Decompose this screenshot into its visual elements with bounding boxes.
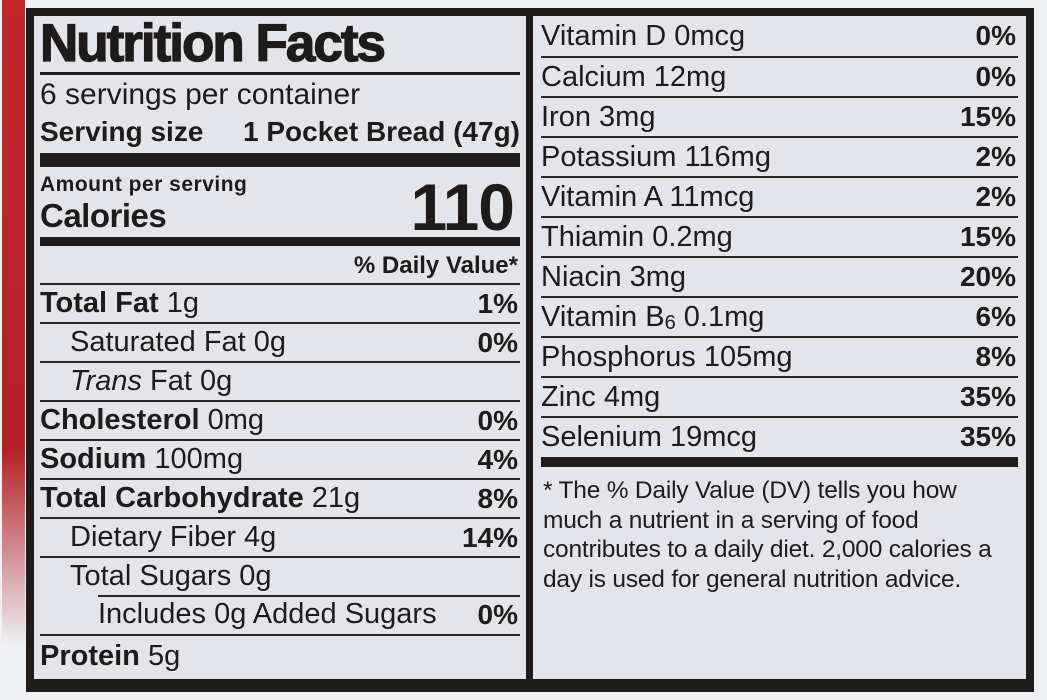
nutrient-row-saturated-fat: Saturated Fat 0g 0% xyxy=(40,322,520,361)
vitamin-row-phosphorus: Phosphorus 105mg 8% xyxy=(541,336,1018,376)
nutrient-name: Includes 0g Added Sugars xyxy=(98,598,437,630)
vitamin-row-zinc: Zinc 4mg 35% xyxy=(541,376,1018,416)
medium-divider-bar xyxy=(40,237,520,246)
nutrient-pct: 8% xyxy=(477,482,518,514)
nutrient-name: Total Fat 1g xyxy=(40,287,200,319)
nutrient-row-total-sugars: Total Sugars 0g xyxy=(40,556,520,595)
nutrient-row-trans-fat: Trans Fat 0g xyxy=(40,361,520,400)
calories-labels: Amount per serving Calories xyxy=(40,173,247,235)
vitamin-pct: 6% xyxy=(975,301,1016,332)
nutrient-pct: 0% xyxy=(477,404,518,436)
nutrient-name: Total Carbohydrate 21g xyxy=(40,482,361,514)
vitamin-name: Selenium 19mcg xyxy=(541,420,757,453)
nutrient-row-cholesterol: Cholesterol 0mg 0% xyxy=(40,400,520,439)
daily-value-header: % Daily Value* xyxy=(353,252,518,279)
vitamin-name: Thiamin 0.2mg xyxy=(541,220,733,253)
serving-size-value: 1 Pocket Bread (47g) xyxy=(243,116,520,147)
nutrient-row-added-sugars: Includes 0g Added Sugars 0% xyxy=(40,595,520,634)
nutrient-name: Sodium 100mg xyxy=(40,443,244,475)
vitamin-row-thiamin: Thiamin 0.2mg 15% xyxy=(541,216,1018,256)
nutrient-pct: 0% xyxy=(477,326,518,358)
vitamin-name: Zinc 4mg xyxy=(541,380,661,413)
title-rule xyxy=(40,72,520,75)
thick-divider-bar xyxy=(40,153,520,167)
nutrient-pct: 1% xyxy=(477,287,518,319)
vitamin-name: Vitamin B6 0.1mg xyxy=(541,300,765,334)
vitamin-pct: 0% xyxy=(975,20,1016,51)
nutrient-row-total-fat: Total Fat 1g 1% xyxy=(40,283,520,322)
vitamin-row-vitamin-a: Vitamin A 11mcg 2% xyxy=(541,176,1018,216)
vitamin-row-potassium: Potassium 116mg 2% xyxy=(541,136,1018,176)
vitamin-pct: 15% xyxy=(959,221,1016,252)
vitamin-pct: 8% xyxy=(975,341,1016,372)
nutrient-row-total-carbohydrate: Total Carbohydrate 21g 8% xyxy=(40,478,520,517)
calories-block: Amount per serving Calories 110 xyxy=(40,167,520,244)
serving-size-label: Serving size xyxy=(40,116,204,147)
calories-value: 110 xyxy=(410,170,515,244)
vitamin-pct: 15% xyxy=(959,101,1016,132)
vitamin-row-calcium: Calcium 12mg 0% xyxy=(541,56,1018,96)
vitamin-row-selenium: Selenium 19mcg 35% xyxy=(541,416,1018,456)
vitamin-name: Vitamin D 0mcg xyxy=(541,19,746,52)
column-divider xyxy=(526,16,533,679)
amount-per-serving-label: Amount per serving xyxy=(40,173,248,196)
nutrient-name: Saturated Fat 0g xyxy=(70,326,287,358)
nutrient-pct: 14% xyxy=(461,521,518,553)
vitamin-pct: 35% xyxy=(959,421,1016,452)
footnote-divider-bar xyxy=(541,457,1018,467)
nutrient-name: Trans Fat 0g xyxy=(70,365,233,397)
vitamin-name: Phosphorus 105mg xyxy=(541,340,793,373)
serving-size-row: Serving size 1 Pocket Bread (47g) xyxy=(40,114,520,153)
vitamin-pct: 2% xyxy=(975,141,1016,172)
label-left-column: Nutrition Facts 6 servings per container… xyxy=(34,16,526,679)
vitamin-row-vitamin-d: Vitamin D 0mcg 0% xyxy=(541,16,1018,56)
daily-value-footnote: * The % Daily Value (DV) tells you how m… xyxy=(543,477,992,593)
vitamin-name: Niacin 3mg xyxy=(541,260,687,293)
nutrient-row-protein: Protein 5g xyxy=(40,634,520,679)
vitamin-row-vitamin-b6: Vitamin B6 0.1mg 6% xyxy=(541,296,1018,336)
nutrition-facts-label: Nutrition Facts 6 servings per container… xyxy=(26,8,1034,692)
calories-label: Calories xyxy=(40,197,167,234)
nutrient-name: Protein 5g xyxy=(40,640,181,672)
vitamin-row-iron: Iron 3mg 15% xyxy=(541,96,1018,136)
nutrient-pct: 4% xyxy=(477,443,518,475)
vitamin-pct: 20% xyxy=(959,261,1016,292)
nutrient-name: Cholesterol 0mg xyxy=(40,404,265,436)
vitamin-pct: 2% xyxy=(975,181,1016,212)
vitamin-name: Vitamin A 11mcg xyxy=(541,180,755,213)
package-red-edge xyxy=(2,0,25,645)
nutrient-name: Total Sugars 0g xyxy=(70,560,272,592)
nutrient-name: Dietary Fiber 4g xyxy=(70,521,277,553)
vitamin-pct: 0% xyxy=(975,61,1016,92)
nutrient-row-dietary-fiber: Dietary Fiber 4g 14% xyxy=(40,517,520,556)
nutrient-pct: 0% xyxy=(477,598,518,630)
vitamin-pct: 35% xyxy=(959,381,1016,412)
vitamin-name: Calcium 12mg xyxy=(541,60,727,93)
label-right-column: Vitamin D 0mcg 0% Calcium 12mg 0% Iron 3… xyxy=(533,16,1026,679)
servings-per-container: 6 servings per container xyxy=(40,78,361,111)
vitamin-name: Potassium 116mg xyxy=(541,140,771,173)
nutrient-row-sodium: Sodium 100mg 4% xyxy=(40,439,520,478)
vitamin-name: Iron 3mg xyxy=(541,100,656,133)
nutrition-facts-title: Nutrition Facts xyxy=(39,14,386,73)
vitamin-row-niacin: Niacin 3mg 20% xyxy=(541,256,1018,296)
